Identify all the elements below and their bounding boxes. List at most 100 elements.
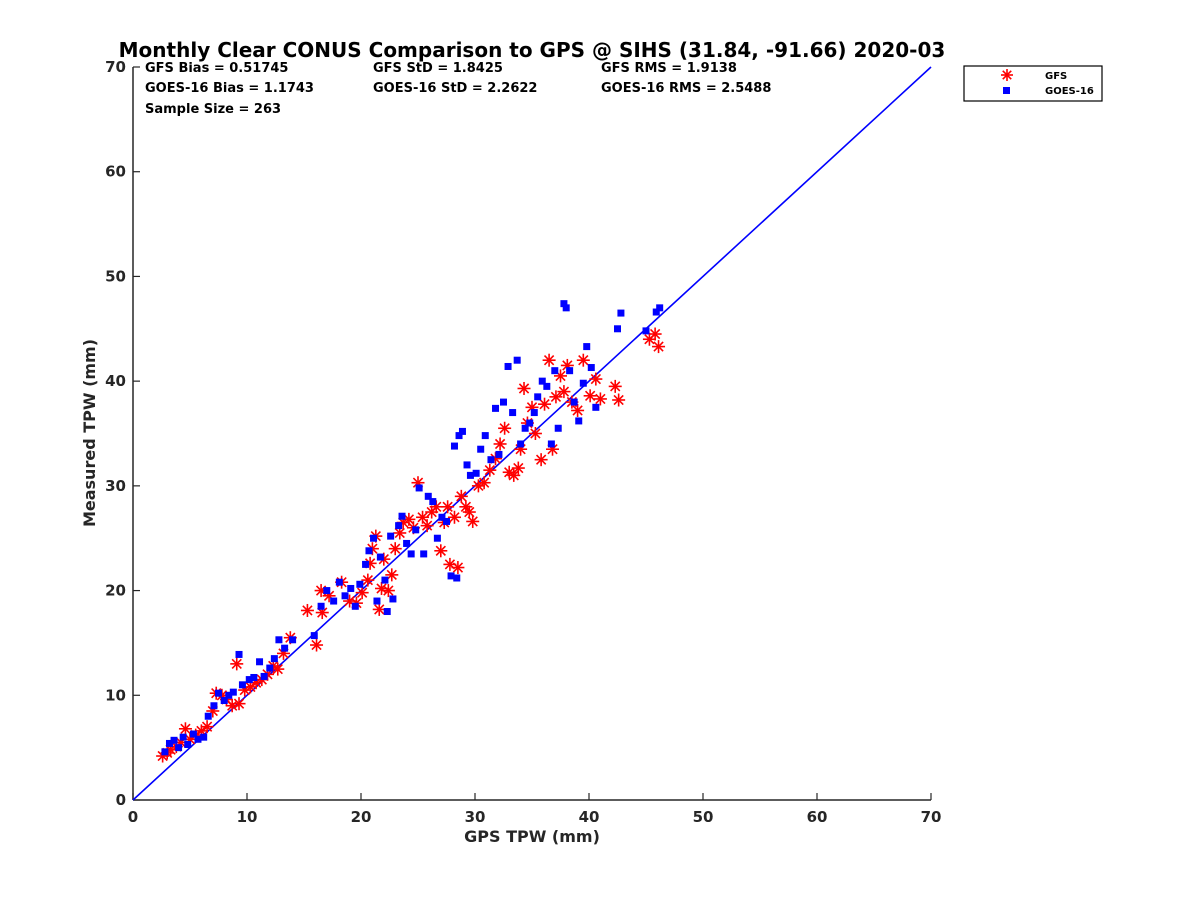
y-tick-label: 30: [105, 477, 126, 495]
goes16-point: [323, 587, 331, 595]
gfs-point: [642, 332, 656, 346]
gfs-point: [300, 603, 314, 617]
goes16-point: [500, 398, 507, 406]
goes16-point: [335, 578, 343, 586]
goes16-point: [579, 379, 587, 387]
goes16-point: [289, 636, 297, 644]
gfs-bias-text: GFS Bias = 0.51745: [145, 61, 288, 76]
goes16-point: [373, 597, 381, 605]
goes16-point: [562, 304, 570, 312]
goes-rms-text: GOES-16 RMS = 2.5488: [601, 81, 771, 96]
goes16-point: [175, 744, 183, 752]
x-tick-label: 20: [351, 808, 372, 826]
gfs-point: [498, 421, 512, 435]
gfs-point: [372, 602, 386, 616]
gfs-point: [571, 403, 585, 417]
gfs-point: [589, 372, 603, 386]
goes16-point: [238, 681, 246, 689]
goes16-point: [560, 300, 568, 308]
goes16-point: [229, 688, 237, 696]
gfs-point: [388, 542, 402, 556]
x-tick-label: 70: [921, 808, 942, 826]
gfs-point: [178, 722, 192, 736]
gfs-point: [232, 697, 246, 711]
goes16-series: [161, 300, 664, 756]
goes16-point: [509, 409, 517, 417]
goes16-point: [210, 702, 218, 710]
goes16-point: [250, 673, 258, 681]
goes16-point: [443, 517, 450, 525]
goes-std-text: GOES-16 StD = 2.2622: [373, 81, 537, 96]
y-tick-label: 70: [105, 58, 126, 76]
gfs-point: [225, 699, 239, 713]
goes16-point: [370, 534, 378, 542]
goes16-point: [220, 697, 228, 705]
goes16-point: [420, 550, 428, 558]
x-tick-label: 0: [128, 808, 138, 826]
gfs-point: [271, 662, 285, 676]
gfs-point: [583, 389, 597, 403]
goes16-point: [189, 730, 197, 738]
gfs-point: [542, 353, 556, 367]
gfs-rms-text: GFS RMS = 1.9138: [601, 61, 737, 76]
gfs-point: [355, 586, 369, 600]
goes16-point: [534, 393, 542, 401]
goes16-point: [458, 427, 466, 435]
gfs-point: [471, 479, 485, 493]
goes16-point: [225, 691, 233, 699]
goes16-point: [570, 398, 578, 406]
goes16-point: [455, 432, 463, 440]
goes16-point: [551, 367, 559, 375]
goes16-point: [447, 572, 455, 580]
goes16-point: [356, 580, 364, 588]
goes16-point: [642, 327, 650, 335]
legend-goes16-marker: [1003, 87, 1010, 94]
gfs-point: [230, 657, 244, 671]
goes16-point: [592, 403, 600, 411]
gfs-point: [612, 393, 626, 407]
goes16-point: [554, 424, 562, 432]
goes16-point: [376, 553, 384, 561]
goes16-point: [463, 461, 471, 469]
y-tick-label: 10: [105, 686, 126, 704]
goes16-point: [481, 432, 489, 440]
goes16-point: [275, 636, 283, 644]
y-tick-label: 0: [116, 791, 126, 809]
x-tick-label: 30: [465, 808, 486, 826]
goes16-point: [398, 512, 406, 520]
goes16-point: [170, 736, 178, 744]
goes16-point: [184, 741, 192, 749]
gfs-point: [385, 568, 399, 582]
chart-title: Monthly Clear CONUS Comparison to GPS @ …: [119, 38, 946, 62]
gfs-point: [381, 584, 395, 598]
legend-goes16-label: GOES-16: [1045, 86, 1094, 97]
goes16-point: [383, 608, 391, 616]
gfs-point: [451, 561, 465, 575]
gfs-point: [420, 519, 434, 533]
goes16-point: [362, 560, 370, 568]
x-axis-label: GPS TPW (mm): [464, 827, 600, 846]
gfs-point: [528, 427, 542, 440]
y-ticks: 0 10 20 30 40 50 60 70: [105, 58, 140, 809]
goes16-point: [395, 522, 403, 530]
goes16-point: [407, 550, 415, 558]
goes-bias-text: GOES-16 Bias = 1.1743: [145, 81, 314, 96]
goes16-point: [521, 424, 529, 432]
gfs-point: [454, 489, 468, 503]
gfs-point: [652, 340, 666, 354]
gfs-point: [441, 500, 455, 514]
goes16-point: [179, 733, 187, 741]
gfs-point: [549, 390, 563, 404]
goes16-point: [310, 632, 318, 640]
gfs-point: [557, 385, 571, 399]
goes16-point: [260, 672, 268, 680]
y-tick-label: 20: [105, 582, 126, 600]
gfs-point: [511, 461, 525, 475]
goes16-point: [614, 325, 621, 333]
goes16-point: [495, 450, 503, 458]
goes16-point: [538, 377, 546, 385]
gfs-point: [576, 353, 590, 367]
legend-gfs-asterisk: [1001, 69, 1013, 81]
goes16-point: [415, 484, 423, 492]
x-tick-label: 60: [807, 808, 828, 826]
